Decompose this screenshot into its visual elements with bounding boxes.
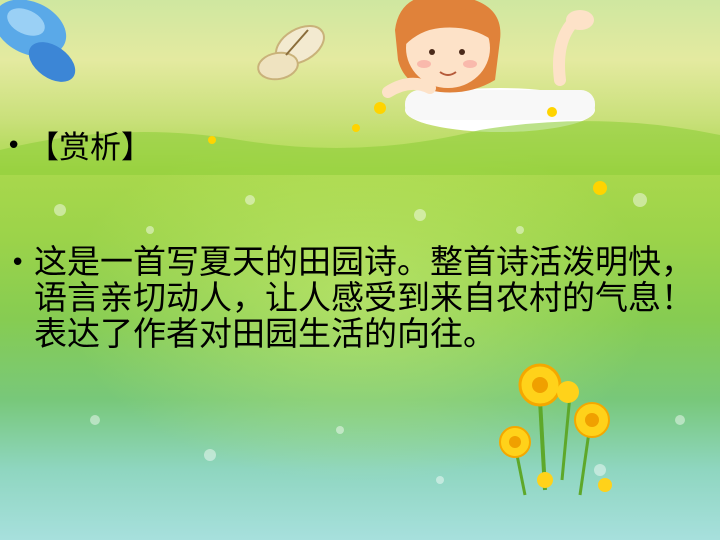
cream-butterfly-icon (257, 25, 325, 81)
small-flowers (208, 102, 607, 195)
body-bullet-dot: • (10, 248, 26, 278)
heading-bullet-dot: • (6, 131, 22, 161)
sparkles (54, 193, 685, 484)
heading-text: 【赏析】 (28, 130, 152, 166)
body-text: 这是一首写夏天的田园诗。整首诗活泼明快，语言亲切动人，让人感受到来自农村的气息！… (34, 242, 694, 353)
yellow-flowers-icon (499, 363, 612, 496)
blue-butterfly-icon (0, 0, 76, 82)
girl-illustration (382, 0, 595, 132)
